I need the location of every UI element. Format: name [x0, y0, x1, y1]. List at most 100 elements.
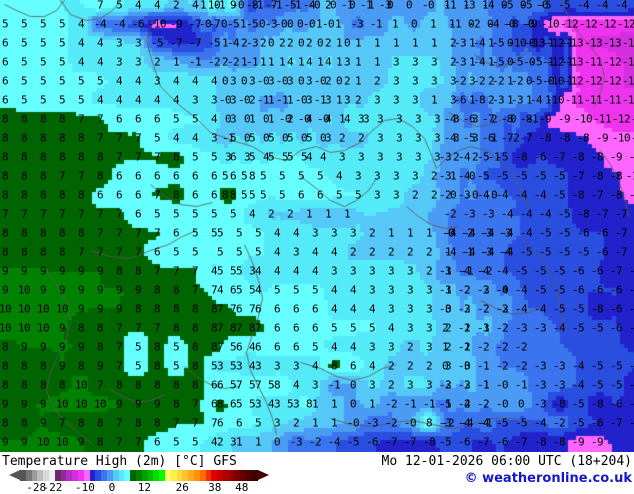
gridpoint-value: 9: [21, 437, 27, 448]
gridpoint-value: 10: [0, 304, 11, 315]
gridpoint-value: -5: [515, 266, 527, 277]
gridpoint-value: -6: [458, 437, 470, 448]
gridpoint-value: -4: [520, 228, 532, 239]
gridpoint-value: 7: [116, 323, 122, 334]
gridpoint-value: -5: [534, 171, 546, 182]
gridpoint-value: 4: [192, 76, 198, 87]
gridpoint-value: -12: [622, 95, 634, 106]
gridpoint-value: 6: [217, 380, 223, 391]
gridpoint-value: 3: [350, 266, 356, 277]
gridpoint-value: 8: [173, 285, 179, 296]
gridpoint-value: 3: [116, 38, 122, 49]
gridpoint-value: -2: [458, 304, 470, 315]
gridpoint-value: 6: [135, 190, 141, 201]
gridpoint-value: 7: [40, 209, 46, 220]
gridpoint-value: 2: [407, 247, 413, 258]
gridpoint-value: -8: [534, 437, 546, 448]
gridpoint-value: 9: [97, 361, 103, 372]
gridpoint-value: 1: [431, 95, 437, 106]
gridpoint-value: 8: [154, 285, 160, 296]
gridpoint-value: -2: [496, 342, 508, 353]
gridpoint-value: -2: [496, 323, 508, 334]
gridpoint-value: -0: [308, 0, 320, 11]
gridpoint-value: -9: [539, 114, 551, 125]
gridpoint-value: 5: [260, 171, 266, 182]
gridpoint-value: -2: [515, 361, 527, 372]
gridpoint-value: -5: [520, 247, 532, 258]
gridpoint-value: 8: [97, 342, 103, 353]
gridpoint-value: 3: [396, 133, 402, 144]
gridpoint-value: -1: [423, 399, 435, 410]
gridpoint-value: 8: [192, 361, 198, 372]
gridpoint-value: 2: [388, 361, 394, 372]
gridpoint-value: 4: [369, 361, 375, 372]
gridpoint-value: 9: [78, 342, 84, 353]
gridpoint-value: 3: [293, 399, 299, 410]
gridpoint-value: 8: [21, 228, 27, 239]
gridpoint-value: 1: [173, 57, 179, 68]
gridpoint-value: -2: [385, 418, 397, 429]
gridpoint-value: -3: [439, 266, 451, 277]
gridpoint-value: 2: [279, 38, 285, 49]
gridpoint-value: 9: [40, 399, 46, 410]
gridpoint-value: 8: [40, 190, 46, 201]
gridpoint-value: -1: [444, 0, 456, 11]
gridpoint-value: 7: [135, 323, 141, 334]
gridpoint-value: -5: [492, 38, 504, 49]
gridpoint-value: -1: [515, 380, 527, 391]
gridpoint-value: 2: [222, 57, 228, 68]
gridpoint-value: 4: [154, 95, 160, 106]
gridpoint-value: 5: [40, 38, 46, 49]
gridpoint-value: -3: [534, 399, 546, 410]
gridpoint-value: -9: [629, 152, 634, 163]
gridpoint-value: 2: [426, 247, 432, 258]
gridpoint-value: -4: [501, 247, 513, 258]
gridpoint-value: 4: [173, 133, 179, 144]
gridpoint-value: -1: [458, 323, 470, 334]
gridpoint-value: 7: [135, 228, 141, 239]
gridpoint-value: 8: [116, 266, 122, 277]
gridpoint-value: 1: [442, 342, 448, 353]
gridpoint-value: 8: [97, 437, 103, 448]
gridpoint-value: 7: [116, 418, 122, 429]
gridpoint-value: -2: [444, 209, 456, 220]
gridpoint-value: 1: [268, 57, 274, 68]
gridpoint-value: -4: [530, 95, 542, 106]
gridpoint-value: -0: [257, 76, 269, 87]
gridpoint-value: -2: [553, 418, 565, 429]
gridpoint-value: 6: [173, 171, 179, 182]
gridpoint-value: -2: [439, 380, 451, 391]
gridpoint-value: -4: [482, 0, 494, 11]
gridpoint-value: 10: [75, 380, 87, 391]
gridpoint-value: -11: [593, 114, 611, 125]
gridpoint-value: 8: [78, 323, 84, 334]
gridpoint-value: 9: [78, 285, 84, 296]
gridpoint-value: 3: [396, 152, 402, 163]
gridpoint-value: -4: [444, 247, 456, 258]
gridpoint-value: 2: [388, 247, 394, 258]
gridpoint-value: 8: [59, 380, 65, 391]
gridpoint-value: 8: [154, 304, 160, 315]
gridpoint-value: 4: [97, 38, 103, 49]
gridpoint-value: 7: [255, 380, 261, 391]
gridpoint-value: 3: [407, 380, 413, 391]
gridpoint-value: 8: [173, 190, 179, 201]
gridpoint-value: 6: [274, 323, 280, 334]
gridpoint-value: -1: [289, 0, 301, 11]
gridpoint-value: 4: [312, 247, 318, 258]
gridpoint-value: 5: [21, 76, 27, 87]
gridpoint-value: -7: [629, 266, 634, 277]
gridpoint-value: 3: [331, 228, 337, 239]
gridpoint-value: 0: [282, 133, 288, 144]
gridpoint-value: 3: [426, 304, 432, 315]
gridpoint-value: 1: [388, 228, 394, 239]
gridpoint-value: 8: [97, 418, 103, 429]
gridpoint-value: 1: [369, 399, 375, 410]
gridpoint-value: 3: [236, 361, 242, 372]
gridpoint-value: -5: [572, 323, 584, 334]
gridpoint-value: 9: [21, 266, 27, 277]
gridpoint-value: -5: [515, 418, 527, 429]
gridpoint-value: -0: [496, 380, 508, 391]
gridpoint-value: -6: [596, 247, 608, 258]
